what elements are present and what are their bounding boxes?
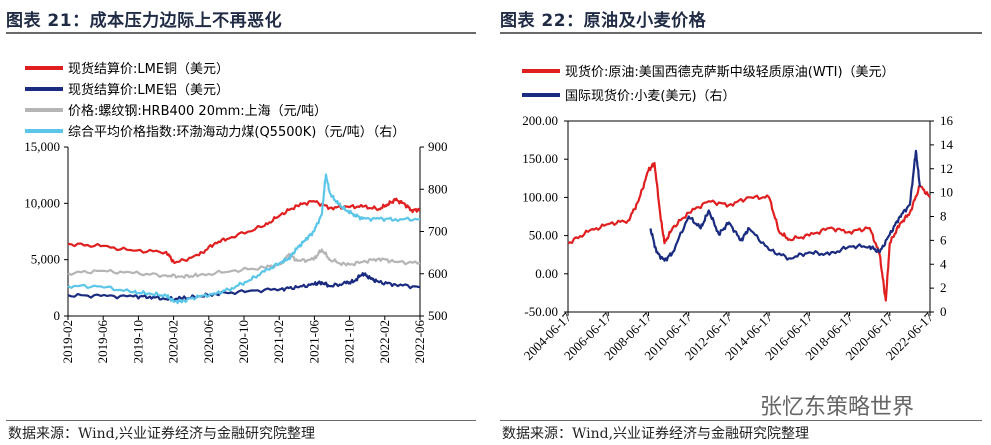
- y-right-tick-label: 8: [940, 209, 947, 224]
- y-left-tick-label: 100.00: [522, 189, 558, 204]
- y-right-tick-label: 700: [428, 224, 448, 239]
- right-source-note: 数据来源：Wind,兴业证券经济与金融研究院整理: [502, 426, 810, 442]
- left-source-note: 数据来源：Wind,兴业证券经济与金融研究院整理: [8, 426, 316, 442]
- y-right-tick-label: 16: [940, 113, 954, 128]
- x-tick-label: 2021-10: [342, 320, 357, 363]
- watermark-text: 张忆东策略世界: [760, 395, 915, 420]
- right-source-rule: [500, 420, 982, 421]
- y-left-tick-label: 5,000: [31, 252, 60, 267]
- y-left-tick-label: 150.00: [522, 151, 558, 166]
- y-right-tick-label: 4: [940, 256, 947, 271]
- x-tick-label: 2022-06: [412, 320, 427, 364]
- y-right-tick-label: 900: [428, 139, 448, 154]
- series-line-2: [67, 248, 421, 279]
- x-tick-label: 2019-06: [95, 320, 110, 364]
- plot-frame: [567, 120, 931, 313]
- series-line-0: [567, 161, 931, 302]
- y-right-tick-label: 600: [428, 266, 448, 281]
- series-line-3: [67, 173, 421, 305]
- y-right-tick-label: 10: [940, 185, 953, 200]
- y-left-tick-label: 0: [54, 308, 61, 323]
- legend-label: 现货结算价:LME铜（美元）: [68, 61, 229, 77]
- x-tick-label: 2019-10: [130, 320, 145, 363]
- y-right-tick-label: 500: [428, 308, 448, 323]
- legend-label: 国际现货价:小麦(美元)（右）: [565, 88, 736, 104]
- y-right-tick-label: 6: [940, 232, 947, 247]
- y-left-tick-label: 15,000: [24, 139, 60, 154]
- y-right-tick-label: 800: [428, 181, 448, 196]
- x-tick-label: 2019-02: [60, 320, 75, 363]
- x-tick-label: 2020-06: [201, 320, 216, 364]
- left-source-rule: [6, 420, 476, 421]
- left-chart-title: 图表 21：成本压力边际上不再恶化: [6, 11, 283, 31]
- series-line-1: [649, 149, 921, 262]
- x-tick-label: 2020-10: [236, 320, 251, 363]
- y-left-tick-label: -50.00: [524, 304, 558, 319]
- y-right-tick-label: 2: [940, 280, 947, 295]
- legend-label: 价格:螺纹钢:HRB400 20mm:上海（元/吨）: [68, 103, 327, 119]
- y-right-tick-label: 14: [940, 137, 954, 152]
- series-line-0: [67, 197, 421, 265]
- legend-label: 现货结算价:LME铝（美元）: [68, 82, 229, 98]
- y-left-tick-label: 10,000: [24, 195, 60, 210]
- x-tick-label: 2020-02: [166, 320, 181, 363]
- series-line-1: [67, 272, 421, 301]
- y-right-tick-label: 12: [940, 161, 953, 176]
- x-tick-label: 2021-02: [271, 320, 286, 363]
- right-title-rule: [500, 32, 982, 34]
- right-chart-title: 图表 22：原油及小麦价格: [500, 11, 707, 31]
- y-left-tick-label: 0.00: [535, 266, 558, 281]
- y-left-tick-label: 50.00: [529, 228, 558, 243]
- x-tick-label: 2021-06: [306, 320, 321, 364]
- y-right-tick-label: 0: [940, 304, 947, 319]
- legend-label: 现货价:原油:美国西德克萨斯中级轻质原油(WTI)（美元）: [565, 64, 895, 80]
- y-left-tick-label: 200.00: [522, 113, 558, 128]
- legend-label: 综合平均价格指数:环渤海动力煤(Q5500K)（元/吨）（右）: [68, 124, 405, 140]
- left-title-rule: [6, 32, 476, 34]
- x-tick-label: 2022-02: [377, 320, 392, 363]
